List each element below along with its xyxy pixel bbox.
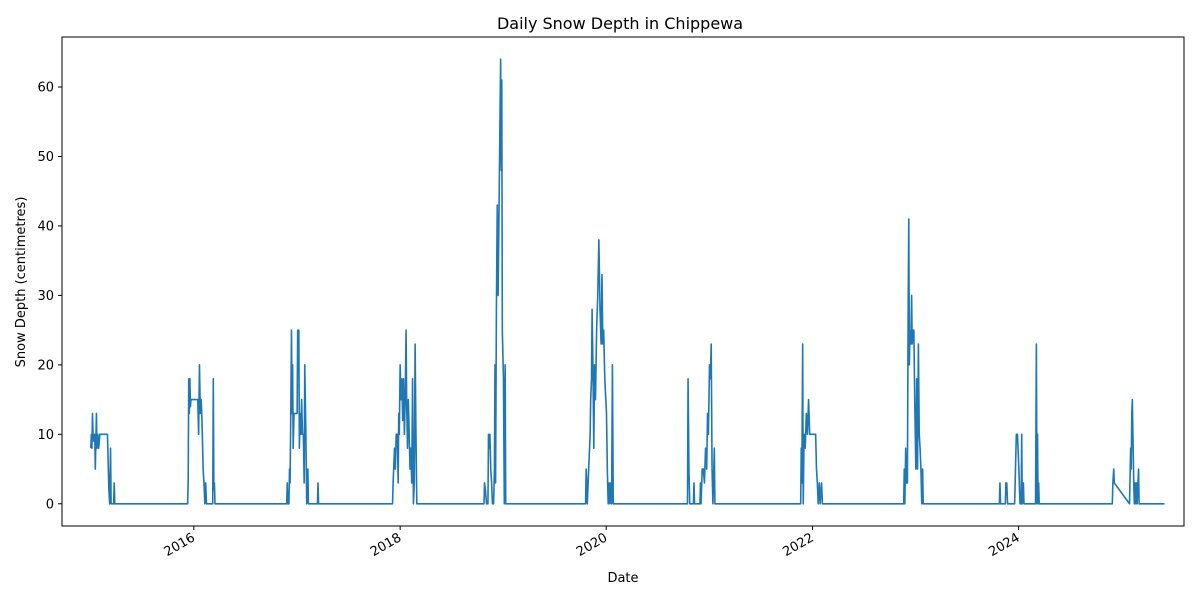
y-tick-label: 0: [46, 497, 54, 512]
series-line-0: [89, 58, 1165, 505]
y-tick-label: 20: [37, 358, 54, 373]
y-tick-label: 50: [37, 150, 54, 165]
y-tick-label: 10: [37, 428, 54, 443]
y-tick-label: 40: [37, 219, 54, 234]
y-tick-label: 30: [37, 289, 54, 304]
y-axis-label: Snow Depth (centimetres): [14, 197, 29, 368]
chart-title: Daily Snow Depth in Chippewa: [497, 14, 743, 33]
plot-area: [89, 58, 1165, 505]
x-axis-label: Date: [607, 571, 638, 586]
plot-frame: [61, 36, 1185, 527]
y-tick-label: 60: [37, 81, 54, 96]
